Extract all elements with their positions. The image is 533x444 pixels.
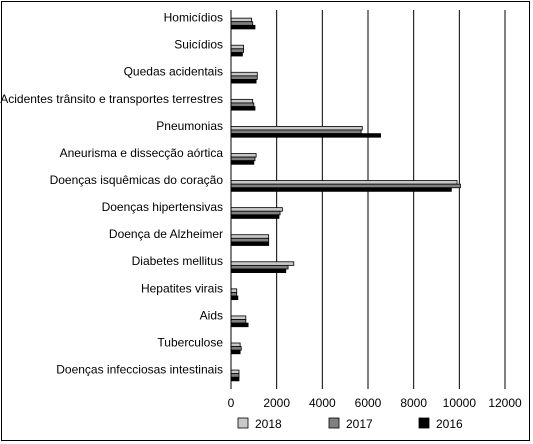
- bar-2016: [230, 268, 287, 273]
- bar-2016: [230, 376, 240, 382]
- x-tick-label: 4000: [309, 396, 336, 410]
- category-label: Hepatites virais: [141, 281, 223, 295]
- grid-lines: [276, 10, 506, 389]
- bar-2016: [230, 160, 255, 165]
- bar-2016: [230, 106, 256, 111]
- bar-2016: [230, 52, 243, 57]
- bar-2016: [230, 79, 257, 84]
- category-label: Doenças infecciosas intestinais: [56, 362, 223, 376]
- bar-2016: [230, 133, 381, 138]
- legend-label: 2018: [255, 417, 282, 431]
- x-tick-label: 6000: [355, 396, 382, 410]
- bar-2016: [230, 322, 249, 328]
- bar-2017: [230, 210, 281, 216]
- bar-2018: [230, 315, 247, 320]
- category-label: Acidentes trânsito e transportes terrest…: [0, 92, 223, 106]
- category-label: Diabetes mellitus: [132, 254, 223, 268]
- x-tick-label: 8000: [400, 396, 427, 410]
- bar-2018: [230, 153, 257, 158]
- category-label: Homicídios: [164, 11, 223, 25]
- bar-2018: [230, 98, 254, 104]
- bar-2018: [230, 342, 241, 347]
- x-tick-label: 12000: [488, 396, 522, 410]
- legend: 2018 2017 2016: [237, 417, 463, 431]
- x-tick-label: 0: [228, 396, 235, 410]
- bar-2017: [230, 319, 247, 324]
- bar-2018: [230, 126, 363, 131]
- category-label: Aneurisma e dissecção aórtica: [60, 146, 224, 160]
- category-label: Doença de Alzheimer: [109, 227, 223, 241]
- bar-2017: [230, 292, 238, 297]
- category-labels: Homicídios Suicídios Quedas acidentais Acid…: [0, 11, 223, 377]
- bar-2016: [230, 295, 239, 301]
- category-label: Doenças isquêmicas do coração: [50, 173, 224, 187]
- bar-2018: [230, 261, 295, 266]
- legend-swatch: [328, 417, 340, 429]
- bar-2016: [230, 187, 452, 192]
- bar-2017: [230, 21, 254, 26]
- bar-2018: [230, 288, 238, 293]
- legend-swatch: [418, 417, 430, 429]
- x-tick-label: 2000: [263, 396, 290, 410]
- category-label: Suicídios: [174, 38, 223, 52]
- bar-2016: [230, 241, 270, 246]
- bars: [230, 17, 461, 382]
- bar-2016: [230, 349, 241, 355]
- legend-label: 2017: [346, 417, 373, 431]
- bar-2017: [230, 48, 244, 53]
- bar-2018: [230, 44, 244, 50]
- bar-2017: [230, 156, 256, 162]
- bar-2017: [230, 183, 461, 189]
- bar-2017: [230, 346, 242, 351]
- legend-swatch: [237, 417, 249, 429]
- bar-2018: [230, 17, 252, 23]
- bar-2018: [230, 234, 270, 239]
- bar-2018: [230, 369, 240, 375]
- category-label: Quedas acidentais: [124, 65, 223, 79]
- bar-2017: [230, 102, 255, 107]
- bar-2017: [230, 264, 289, 270]
- bar-2017: [230, 75, 258, 80]
- bar-2018: [230, 71, 258, 77]
- bar-2018: [230, 207, 283, 212]
- bar-2017: [230, 373, 240, 378]
- category-label: Tuberculose: [157, 335, 223, 349]
- bar-2016: [230, 24, 256, 30]
- x-tick-label: 10000: [443, 396, 477, 410]
- bar-2017: [230, 237, 270, 243]
- category-label: Pneumonias: [156, 119, 223, 133]
- bar-2017: [230, 129, 362, 135]
- bar-2018: [230, 180, 458, 185]
- bar-2016: [230, 214, 280, 219]
- legend-label: 2016: [436, 417, 463, 431]
- category-label: Aids: [200, 308, 223, 322]
- x-axis-ticks: 0 2000 4000 6000 8000 10000 12000: [228, 396, 522, 410]
- category-label: Doenças hipertensivas: [102, 200, 223, 214]
